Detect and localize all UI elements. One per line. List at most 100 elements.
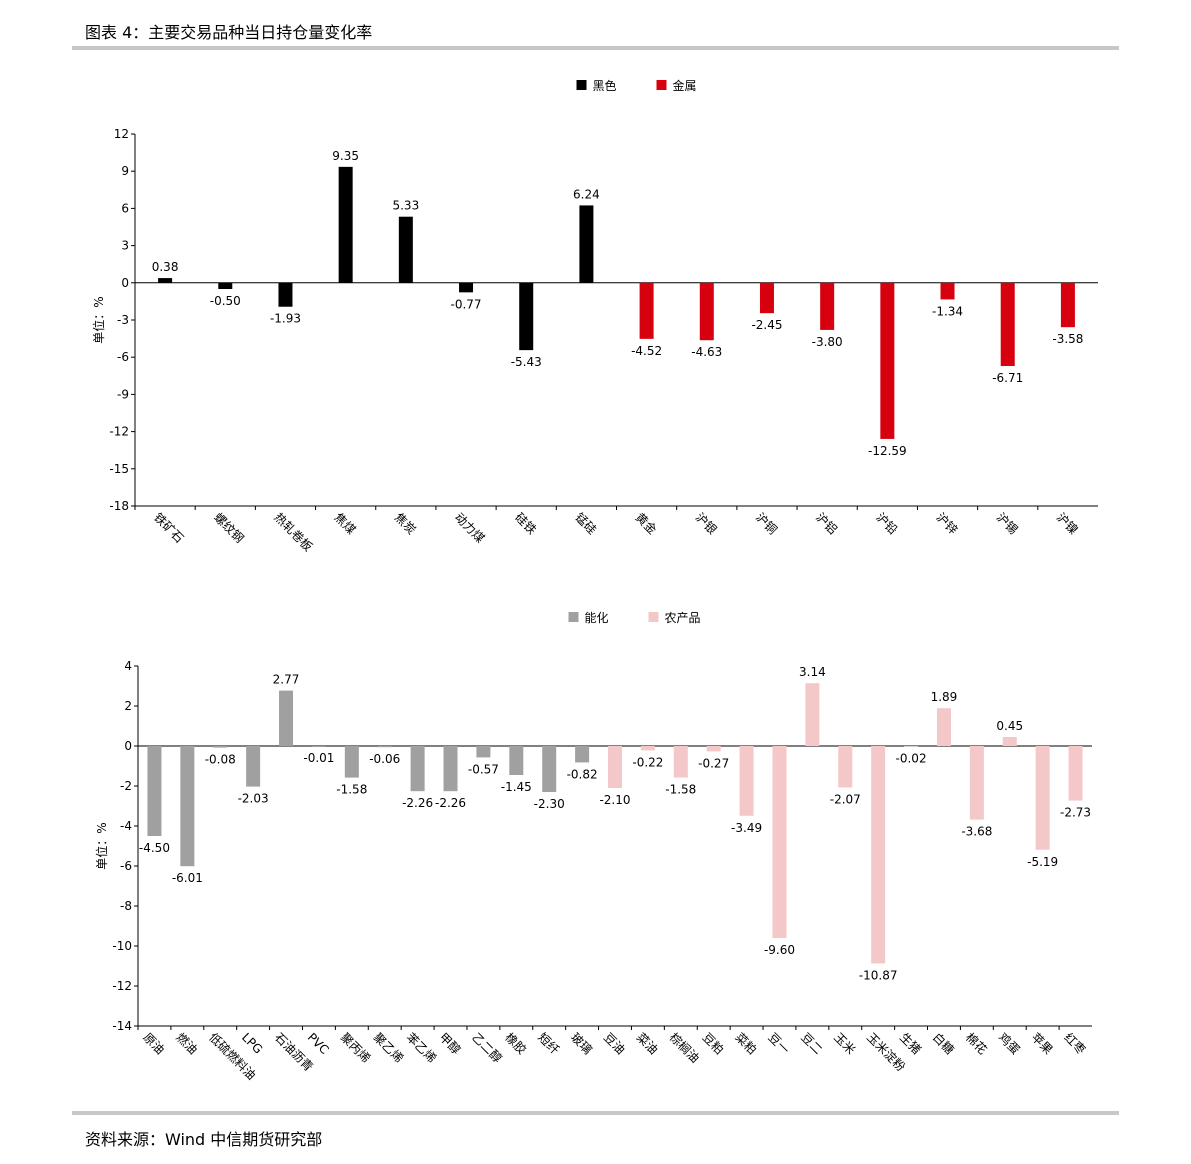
y-tick-label: 9 <box>121 164 129 178</box>
y-tick-label: -2 <box>120 779 132 793</box>
value-label: 5.33 <box>392 199 419 213</box>
figure-title: 图表 4：主要交易品种当日持仓量变化率 <box>85 23 373 42</box>
y-tick-label: -6 <box>117 350 129 364</box>
x-tick-label: 沪锌 <box>933 510 960 537</box>
x-tick-label: 鸡蛋 <box>996 1030 1024 1058</box>
value-label: -6.71 <box>992 371 1023 385</box>
x-tick-label: 生猪 <box>897 1030 924 1057</box>
legend-label: 农产品 <box>665 611 701 625</box>
x-tick-label: 原油 <box>140 1030 167 1057</box>
bar <box>1060 282 1075 328</box>
x-tick-label: 沪镍 <box>1054 510 1081 537</box>
legend-label: 金属 <box>673 78 697 93</box>
y-tick-label: -12 <box>109 425 129 439</box>
bar <box>1068 746 1083 801</box>
y-tick-label: -4 <box>120 819 132 833</box>
x-tick-label: 锰硅 <box>572 510 600 538</box>
legend-label: 黑色 <box>593 79 617 93</box>
value-label: -2.03 <box>238 792 269 806</box>
x-tick-label: 沪铜 <box>753 510 781 538</box>
x-tick-label: 铁矿石 <box>151 510 186 545</box>
value-label: -10.87 <box>859 968 898 982</box>
x-tick-label: 焦炭 <box>392 510 419 537</box>
value-label: -0.27 <box>698 756 729 770</box>
value-label: -4.52 <box>631 344 662 358</box>
x-tick-label: 苯乙烯 <box>403 1030 438 1065</box>
x-tick-label: LPG <box>239 1030 265 1056</box>
value-label: -5.19 <box>1027 855 1058 869</box>
value-label: 0.38 <box>152 260 179 274</box>
bar <box>838 746 853 788</box>
value-label: -2.73 <box>1060 806 1091 820</box>
x-tick-label: PVC <box>305 1030 332 1057</box>
bar <box>579 205 594 283</box>
bar <box>673 746 688 778</box>
bar <box>278 282 293 307</box>
y-tick-label: 2 <box>124 699 132 713</box>
y-tick-label: -18 <box>109 499 129 513</box>
value-label: -5.43 <box>511 355 542 369</box>
bar <box>575 746 590 763</box>
value-label: -2.26 <box>402 796 433 810</box>
x-tick-label: 红枣 <box>1061 1030 1089 1058</box>
x-tick-label: 螺纹钢 <box>211 510 246 545</box>
x-tick-label: 沪银 <box>693 510 720 537</box>
y-axis-label: 单位：% <box>91 296 106 343</box>
x-tick-label: 焦煤 <box>332 510 359 537</box>
value-label: 2.77 <box>273 673 300 687</box>
bar <box>398 216 413 283</box>
value-label: -1.58 <box>665 783 696 797</box>
bar <box>246 746 261 787</box>
x-tick-label: 豆二 <box>798 1030 825 1057</box>
bar <box>338 166 353 283</box>
bar <box>410 746 425 792</box>
y-tick-label: -14 <box>112 1019 132 1033</box>
value-label: -0.77 <box>451 297 482 311</box>
x-tick-label: 菜粕 <box>732 1030 760 1058</box>
bar <box>1000 282 1015 367</box>
value-label: -3.58 <box>1052 332 1083 346</box>
value-label: -2.30 <box>534 797 565 811</box>
value-label: 0.45 <box>996 719 1023 733</box>
bar <box>772 746 787 938</box>
source-note: 资料来源：Wind 中信期货研究部 <box>85 1130 323 1149</box>
bar <box>519 282 534 351</box>
value-label: -3.80 <box>812 335 843 349</box>
y-tick-label: -15 <box>109 462 129 476</box>
y-tick-label: 3 <box>121 239 129 253</box>
legend-swatch <box>576 80 587 90</box>
bar <box>218 282 233 289</box>
value-label: -3.49 <box>731 821 762 835</box>
y-tick-label: 0 <box>124 739 132 753</box>
y-tick-label: -8 <box>120 899 132 913</box>
x-tick-label: 棕榈油 <box>667 1030 703 1066</box>
bar <box>344 746 359 778</box>
bar <box>699 282 714 341</box>
x-tick-label: 燃油 <box>173 1030 201 1058</box>
bar <box>459 282 474 293</box>
x-tick-label: 沪铅 <box>873 510 900 537</box>
legend-swatch <box>568 612 579 622</box>
value-label: -0.06 <box>369 752 400 766</box>
x-tick-label: 短纤 <box>535 1030 562 1057</box>
bar <box>1035 746 1050 850</box>
legend-label: 能化 <box>585 611 609 625</box>
value-label: -0.01 <box>303 751 334 765</box>
value-label: -3.68 <box>961 825 992 839</box>
y-tick-label: -6 <box>120 859 132 873</box>
value-label: 9.35 <box>332 149 359 163</box>
value-label: -1.45 <box>501 780 532 794</box>
x-tick-label: 橡胶 <box>502 1030 530 1058</box>
x-tick-label: 玻璃 <box>568 1030 595 1057</box>
bar <box>639 282 654 339</box>
value-label: -12.59 <box>868 444 907 458</box>
y-tick-label: -3 <box>117 313 129 327</box>
x-tick-label: 豆油 <box>601 1030 628 1057</box>
y-tick-label: -10 <box>112 939 132 953</box>
bar <box>640 746 655 751</box>
x-tick-label: 热轧卷板 <box>271 510 316 555</box>
bar <box>279 690 294 746</box>
bar <box>213 746 228 748</box>
